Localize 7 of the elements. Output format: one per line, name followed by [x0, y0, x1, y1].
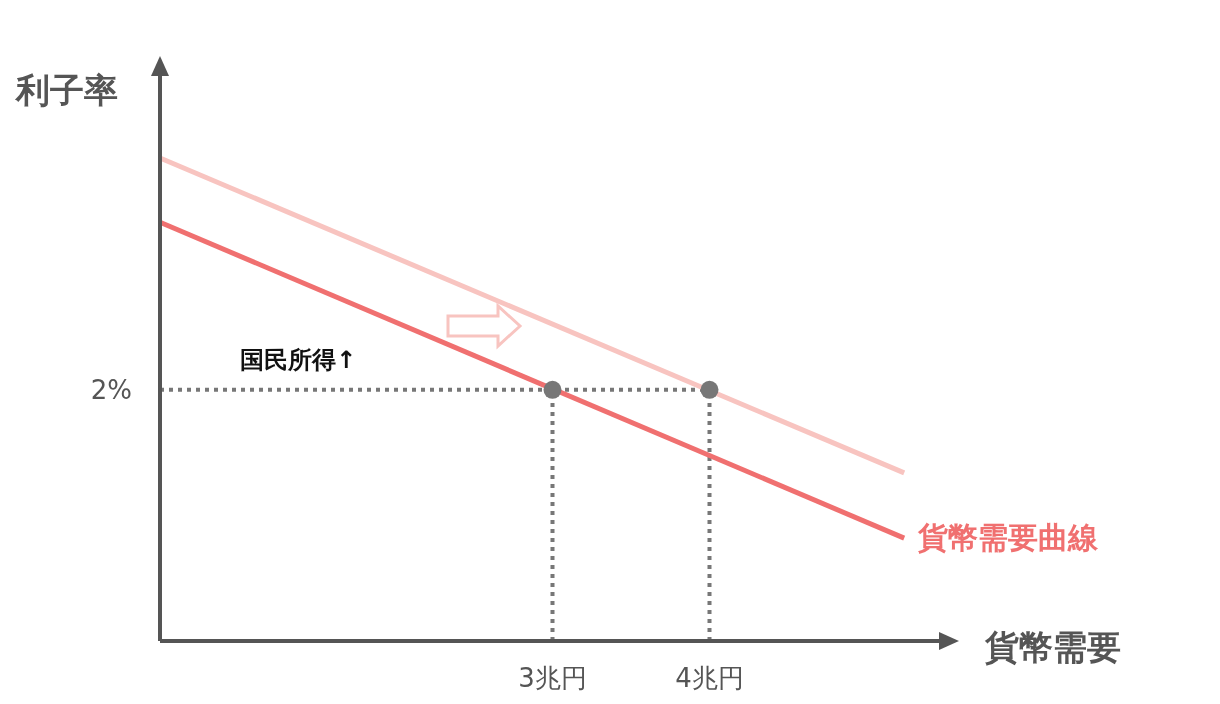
- x-tick-label: 4兆円: [675, 663, 744, 693]
- x-tick-label: 3兆円: [518, 663, 587, 693]
- y-axis-title: 利子率: [14, 70, 118, 110]
- annotation: 国民所得↑: [240, 346, 357, 374]
- x-axis-title: 貨幣需要: [984, 627, 1121, 667]
- series-label: 貨幣需要曲線: [917, 520, 1100, 556]
- text: 2%: [90, 374, 132, 405]
